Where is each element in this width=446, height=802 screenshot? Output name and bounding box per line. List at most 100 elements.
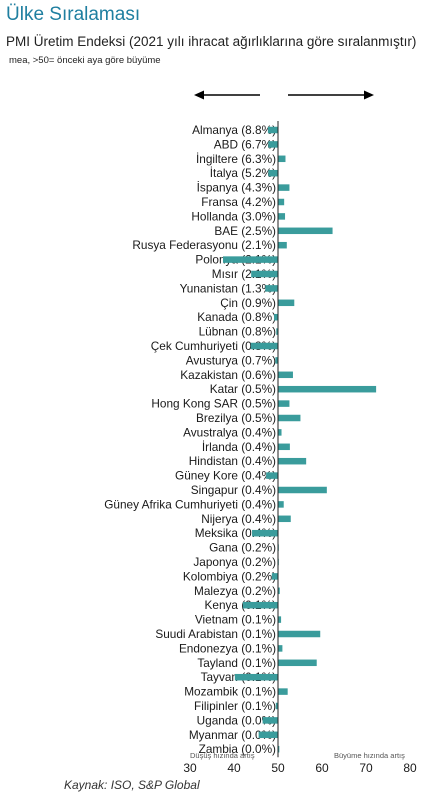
category-label: Kolombiya (0.2%): [183, 569, 276, 583]
category-label: Çek Cumhuriyeti (0.8%): [151, 339, 276, 353]
bar: [275, 357, 278, 364]
category-label: Mozambik (0.1%): [184, 685, 276, 699]
bar: [278, 155, 286, 163]
bar: [278, 616, 282, 623]
category-label: İngiltere (6.3%): [196, 152, 276, 166]
chart-note: mea, >50= önceki aya göre büyüme: [9, 55, 161, 66]
category-label: Lübnan (0.8%): [199, 325, 276, 339]
bar: [278, 299, 295, 307]
category-label: İtalya (5.2%): [210, 166, 276, 180]
bar: [242, 601, 278, 609]
bar: [267, 126, 278, 134]
bar: [278, 630, 321, 638]
bar: [276, 328, 278, 335]
category-label: Rusya Federasyonu (2.1%): [132, 238, 276, 252]
x-tick-label: 50: [271, 761, 285, 775]
category-label: Malezya (0.2%): [194, 584, 276, 598]
right-direction-label: Büyüme hızında artış: [334, 751, 405, 760]
x-tick-label: 30: [183, 761, 197, 775]
category-label: Brezilya (0.5%): [196, 411, 276, 425]
x-tick-label: 70: [359, 761, 373, 775]
bar: [278, 457, 307, 465]
bar: [278, 241, 287, 249]
bar: [275, 702, 278, 710]
bar: [250, 342, 278, 350]
bar: [278, 184, 290, 191]
category-label: İrlanda (0.4%): [202, 440, 276, 454]
category-label: Myanmar (0.0%): [189, 728, 276, 742]
category-label: Gana (0.2%): [209, 541, 276, 555]
x-tick-label: 80: [403, 761, 417, 775]
right-arrow: [288, 90, 374, 100]
bar: [258, 731, 278, 739]
category-label: Çin (0.9%): [220, 296, 276, 310]
bar: [252, 529, 278, 537]
category-label: Nijerya (0.4%): [201, 512, 276, 526]
bar: [278, 414, 301, 422]
bar: [223, 256, 278, 263]
category-label: Meksika (0.4%): [195, 526, 276, 540]
bar: [234, 673, 278, 681]
category-label: Almanya (8.8%): [192, 123, 276, 137]
bar: [278, 659, 317, 667]
x-tick-label: 40: [227, 761, 241, 775]
direction-arrows: [194, 90, 374, 100]
x-axis-ticks: 30 40 50 60 70 80: [183, 761, 417, 775]
bar: [278, 443, 290, 451]
bar: [271, 573, 278, 580]
category-label: Hindistan (0.4%): [189, 454, 276, 468]
category-label: Uganda (0.0%): [197, 713, 276, 727]
category-label: Mısır (2.1%): [212, 267, 276, 281]
bar: [251, 270, 278, 278]
category-label: Yunanistan (1.3%): [180, 281, 276, 295]
bar: [266, 472, 278, 479]
bar: [278, 371, 293, 379]
bar: [274, 313, 278, 321]
bar: [278, 486, 327, 494]
bar: [278, 501, 284, 508]
left-arrow: [194, 90, 260, 100]
category-label: Hollanda (3.0%): [191, 209, 276, 223]
category-label: Güney Kore (0.4%): [175, 469, 276, 483]
bar: [278, 400, 290, 407]
category-label: Kanada (0.8%): [197, 310, 276, 324]
category-label: Zambia (0.0%): [199, 742, 276, 756]
direction-labels: Düşüş hızında artış Büyüme hızında artış: [190, 751, 405, 760]
category-label: Japonya (0.2%): [193, 555, 276, 569]
bars: [223, 126, 377, 753]
bar: [262, 717, 278, 724]
bar: [278, 587, 280, 595]
bar: [265, 285, 278, 292]
bar: [278, 429, 282, 436]
category-label: Endonezya (0.1%): [179, 641, 276, 655]
page-title: Ülke Sıralaması: [6, 4, 141, 25]
category-label: İspanya (4.3%): [197, 181, 276, 195]
category-labels: Almanya (8.8%)ABD (6.7%)İngiltere (6.3%)…: [104, 123, 276, 756]
bar: [278, 688, 288, 695]
category-label: Suudi Arabistan (0.1%): [155, 627, 276, 641]
category-label: Avustralya (0.4%): [183, 425, 276, 439]
category-label: Katar (0.5%): [210, 382, 276, 396]
category-label: Hong Kong SAR (0.5%): [151, 397, 276, 411]
category-label: Güney Afrika Cumhuriyeti (0.4%): [104, 497, 276, 511]
bar: [278, 227, 333, 235]
category-label: Kenya (0.1%): [205, 598, 277, 612]
left-direction-label: Düşüş hızında artış: [190, 751, 255, 760]
category-label: Singapur (0.4%): [191, 483, 276, 497]
chart-subtitle: PMI Üretim Endeksi (2021 yılı ihracat ağ…: [6, 34, 417, 49]
bar: [278, 515, 291, 523]
category-label: Vietnam (0.1%): [195, 613, 276, 627]
category-label: Tayland (0.1%): [197, 656, 276, 670]
category-label: Fransa (4.2%): [201, 195, 276, 209]
bar: [268, 141, 278, 148]
category-label: Kazakistan (0.6%): [180, 368, 276, 382]
bar: [278, 198, 285, 206]
source-note: Kaynak: ISO, S&P Global: [64, 778, 200, 792]
category-label: BAE (2.5%): [214, 224, 276, 238]
category-label: ABD (6.7%): [214, 137, 276, 151]
category-label: Avusturya (0.7%): [186, 353, 276, 367]
bar: [278, 385, 377, 393]
bar: [278, 745, 280, 753]
category-label: Filipinler (0.1%): [194, 699, 276, 713]
